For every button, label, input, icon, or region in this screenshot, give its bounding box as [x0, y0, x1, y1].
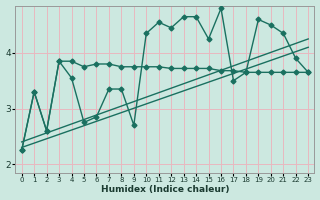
X-axis label: Humidex (Indice chaleur): Humidex (Indice chaleur)	[101, 185, 229, 194]
